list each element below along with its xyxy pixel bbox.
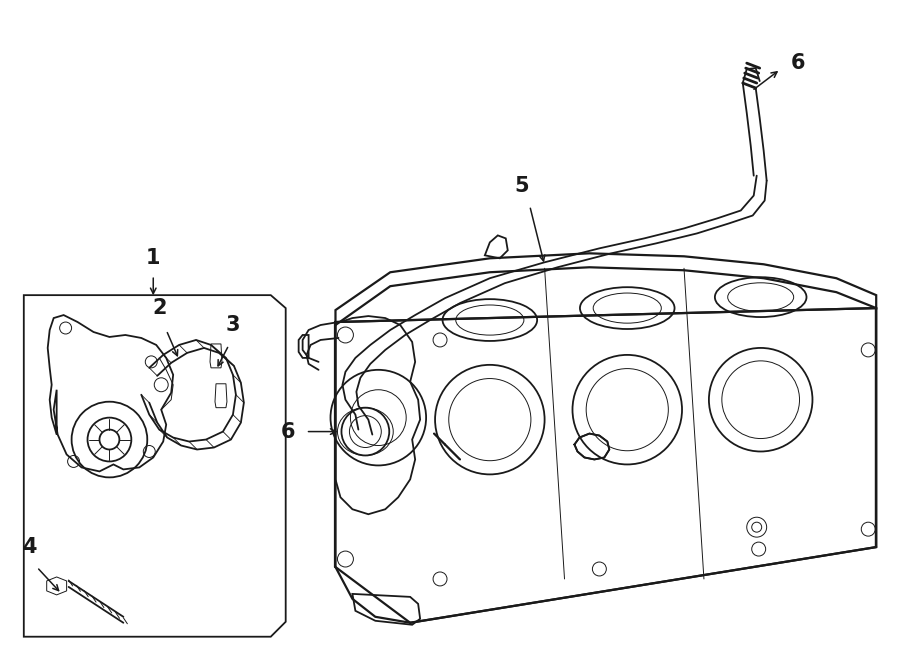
Text: 3: 3: [226, 315, 240, 335]
Text: 1: 1: [146, 249, 160, 268]
Text: 5: 5: [515, 176, 529, 196]
Text: 4: 4: [22, 537, 37, 557]
Text: 6: 6: [281, 422, 296, 442]
Text: 2: 2: [152, 298, 166, 318]
Text: 6: 6: [790, 53, 806, 73]
